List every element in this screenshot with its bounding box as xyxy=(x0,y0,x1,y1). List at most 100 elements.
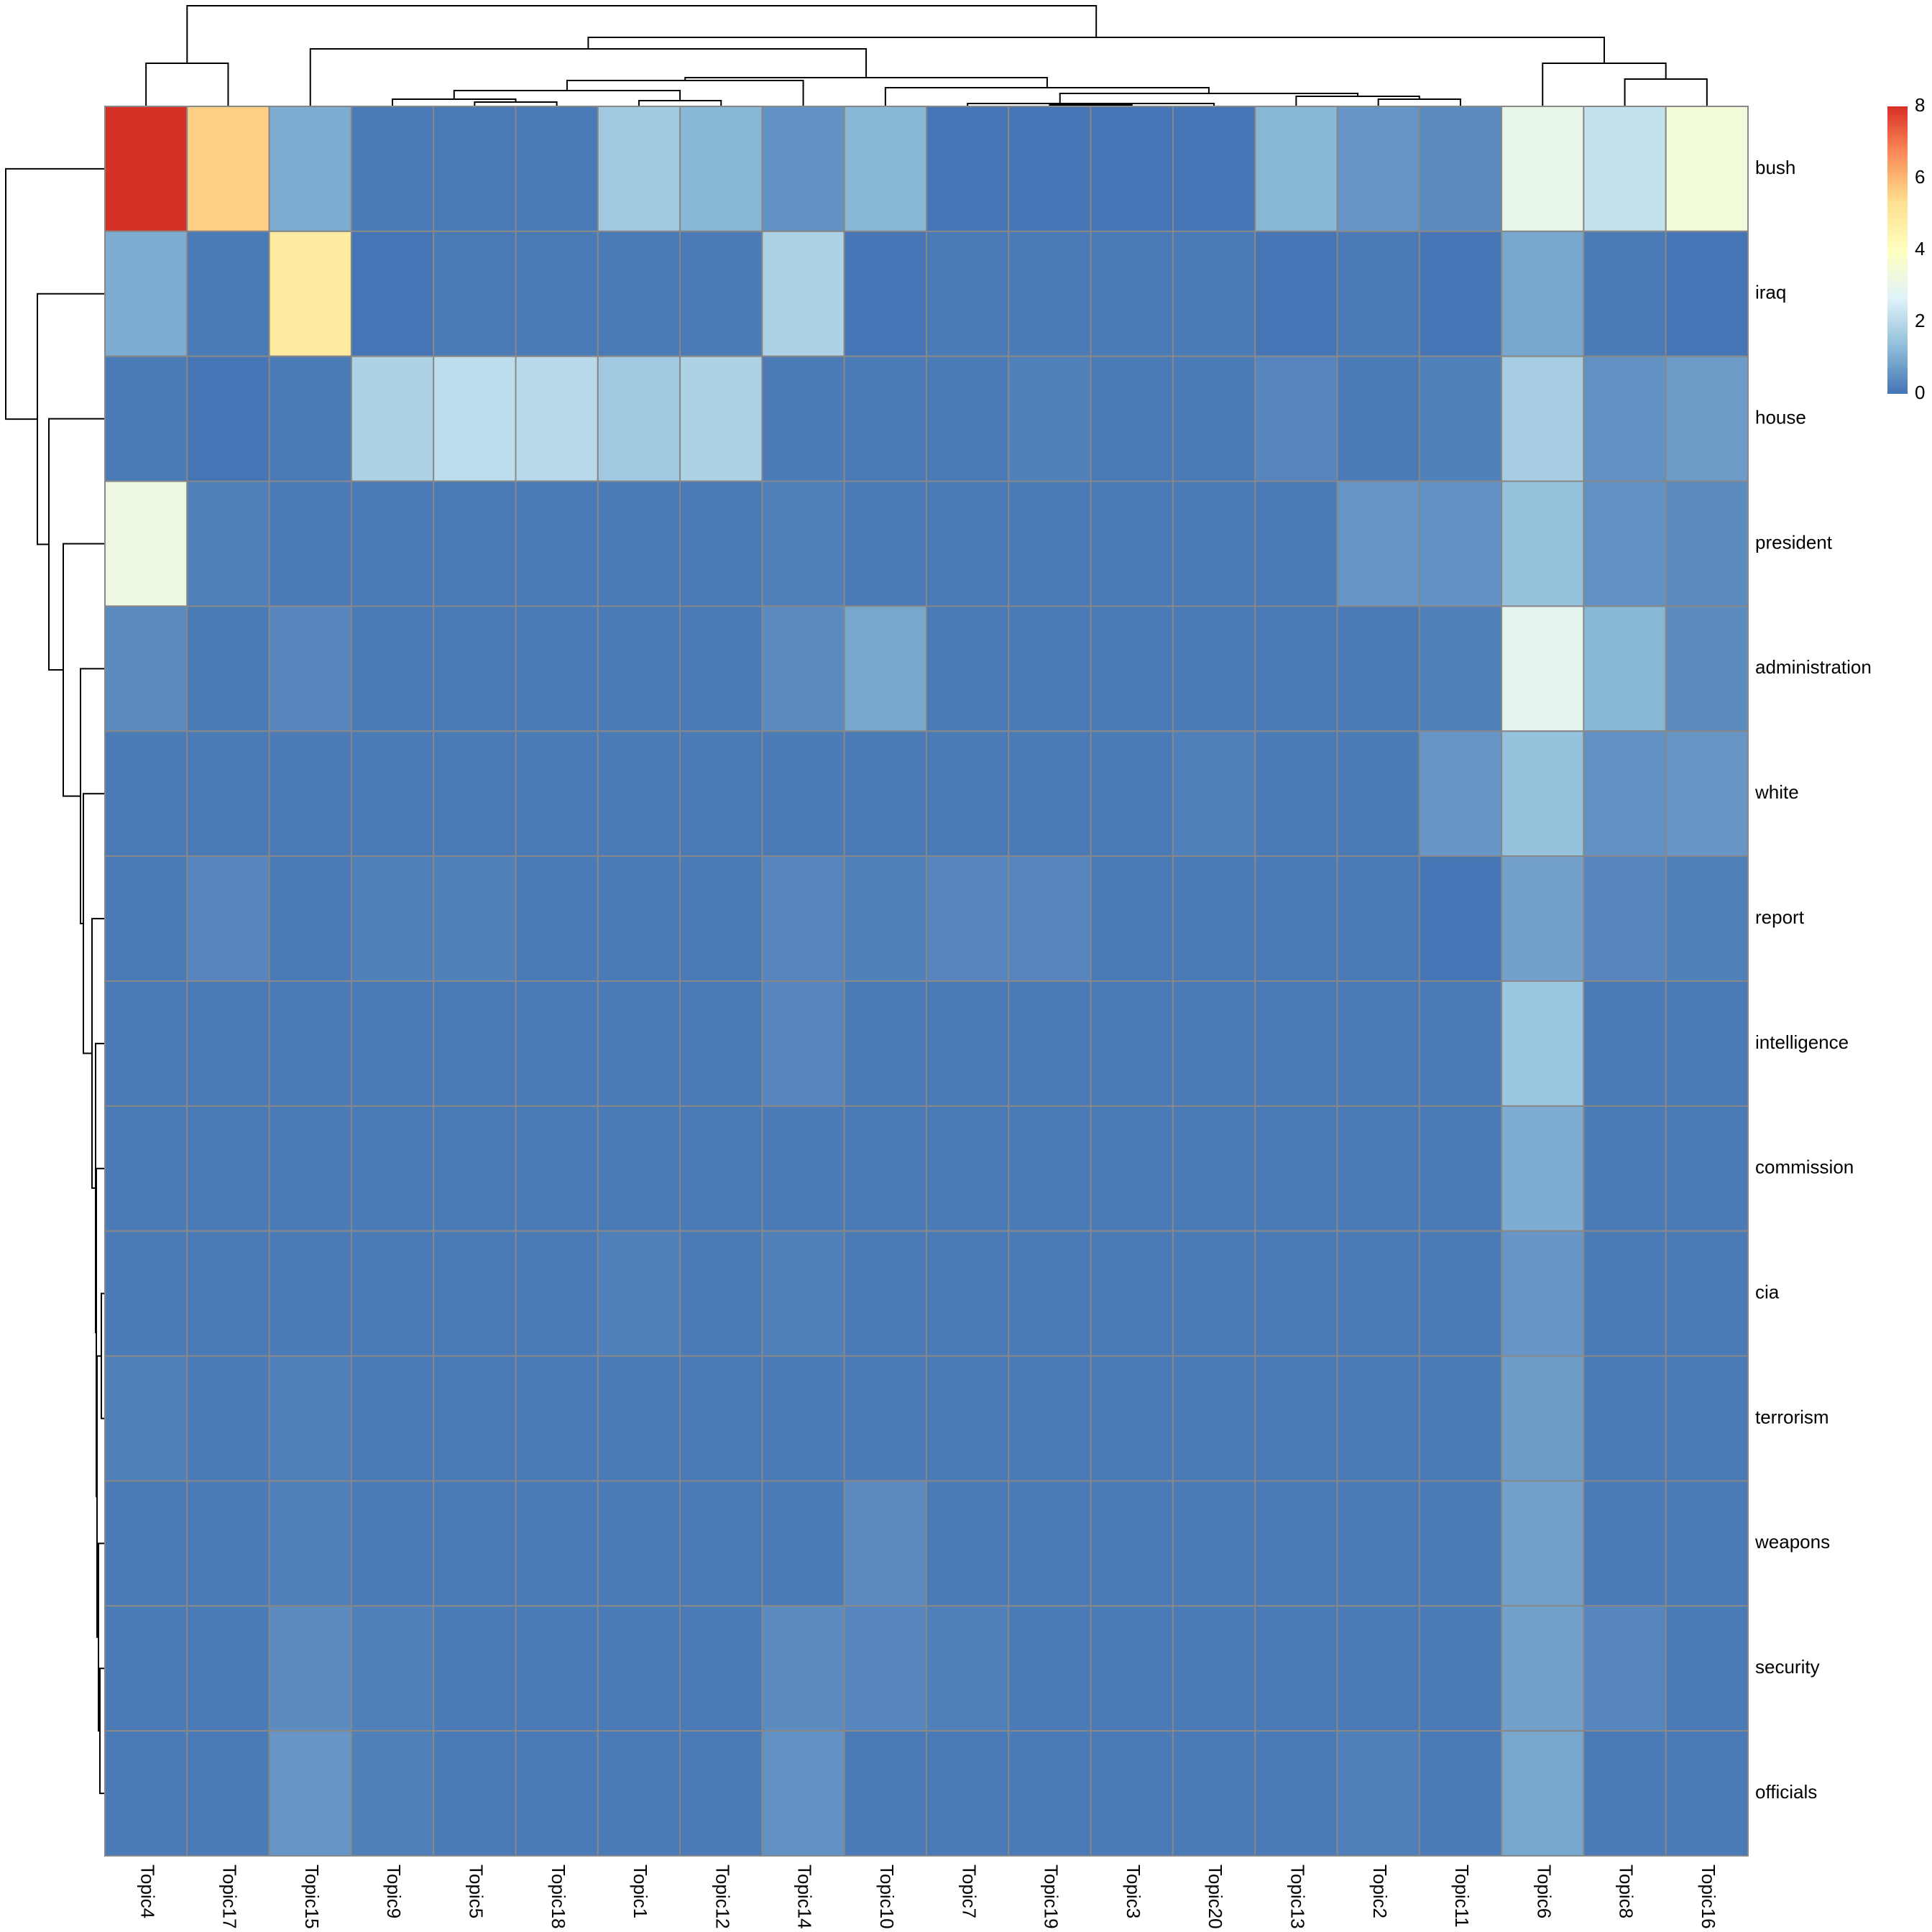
heatmap-cell xyxy=(186,980,270,1107)
heatmap-cell xyxy=(104,1605,188,1732)
heatmap-cell xyxy=(679,980,763,1107)
heatmap-cell xyxy=(1090,480,1174,607)
heatmap-cell xyxy=(433,480,517,607)
heatmap-cell xyxy=(1090,855,1174,982)
heatmap-cell xyxy=(268,1355,352,1482)
heatmap-cell xyxy=(1583,605,1667,732)
heatmap-cell xyxy=(926,1730,1010,1857)
row-label: cia xyxy=(1755,1282,1780,1303)
heatmap-cell xyxy=(1172,1605,1256,1732)
row-dendrogram xyxy=(5,167,105,1795)
heatmap-cell xyxy=(1501,855,1585,982)
heatmap-cell xyxy=(433,1730,517,1857)
heatmap-cell xyxy=(350,605,435,732)
heatmap-cell xyxy=(1254,480,1338,607)
heatmap-cell xyxy=(597,355,681,482)
heatmap-cell xyxy=(268,1605,352,1732)
heatmap-cell xyxy=(1665,980,1749,1107)
heatmap-cell xyxy=(1172,1355,1256,1482)
heatmap-cell xyxy=(268,106,352,232)
heatmap-cell xyxy=(1665,730,1749,857)
dendro-link xyxy=(1624,78,1708,106)
heatmap-cell xyxy=(1090,1230,1174,1357)
heatmap-cell xyxy=(1583,1355,1667,1482)
heatmap-cell xyxy=(1254,106,1338,232)
heatmap-cell xyxy=(1665,1230,1749,1357)
heatmap-cell xyxy=(761,1105,845,1232)
heatmap-cell xyxy=(268,855,352,982)
heatmap-cell xyxy=(679,106,763,232)
heatmap-cell xyxy=(186,106,270,232)
heatmap-cell xyxy=(433,605,517,732)
heatmap-cell xyxy=(1336,106,1420,232)
row-label: president xyxy=(1755,531,1833,553)
heatmap-cell xyxy=(1665,1480,1749,1607)
heatmap-cell xyxy=(1254,1105,1338,1232)
heatmap-cell xyxy=(1583,480,1667,607)
heatmap-cell xyxy=(1501,1355,1585,1482)
colorbar-tick-label: 2 xyxy=(1915,310,1925,331)
column-label: Topic5 xyxy=(465,1864,487,1918)
heatmap-cell xyxy=(1418,1480,1503,1607)
heatmap-cell xyxy=(1336,855,1420,982)
heatmap-cell xyxy=(1418,355,1503,482)
dendro-link xyxy=(587,37,1605,63)
heatmap-cell xyxy=(1008,106,1092,232)
heatmap-cell xyxy=(1665,1730,1749,1857)
column-label: Topic10 xyxy=(876,1864,898,1929)
heatmap-cell xyxy=(1008,980,1092,1107)
heatmap-cell xyxy=(1172,106,1256,232)
heatmap-cell xyxy=(1336,1605,1420,1732)
heatmap-cell xyxy=(433,855,517,982)
heatmap-cell xyxy=(843,1230,927,1357)
heatmap-cell xyxy=(597,1605,681,1732)
dendro-link xyxy=(566,80,804,106)
dendro-link xyxy=(684,77,1048,88)
heatmap-cell xyxy=(1090,1605,1174,1732)
heatmap-cell xyxy=(350,855,435,982)
heatmap-cell xyxy=(1008,1605,1092,1732)
colorbar-tick-label: 6 xyxy=(1915,166,1925,188)
heatmap-cell xyxy=(268,1730,352,1857)
row-label: bush xyxy=(1755,157,1795,178)
heatmap-cell xyxy=(268,1105,352,1232)
heatmap-cell xyxy=(1254,980,1338,1107)
heatmap-cell xyxy=(761,605,845,732)
heatmap-cell xyxy=(1172,1230,1256,1357)
column-label: Topic16 xyxy=(1698,1864,1719,1929)
row-label: weapons xyxy=(1754,1531,1830,1552)
heatmap-cell xyxy=(268,480,352,607)
heatmap-cell xyxy=(1336,1105,1420,1232)
dendro-link xyxy=(80,668,105,924)
row-label: intelligence xyxy=(1755,1031,1849,1053)
heatmap-cell xyxy=(1172,855,1256,982)
dendro-link xyxy=(145,63,229,106)
heatmap-cell xyxy=(104,106,188,232)
heatmap-cell xyxy=(1418,855,1503,982)
row-label: house xyxy=(1755,407,1806,428)
heatmap-cell xyxy=(350,730,435,857)
heatmap-cell xyxy=(1172,1730,1256,1857)
heatmap-cell xyxy=(1665,480,1749,607)
column-label: Topic14 xyxy=(794,1864,816,1929)
heatmap-cell xyxy=(1008,1355,1092,1482)
colorbar-tick-label: 8 xyxy=(1915,94,1925,116)
heatmap-cell xyxy=(926,605,1010,732)
heatmap-cell xyxy=(597,605,681,732)
column-label: Topic17 xyxy=(219,1864,241,1929)
heatmap-cell xyxy=(1336,230,1420,357)
column-label: Topic19 xyxy=(1041,1864,1062,1929)
heatmap-cell xyxy=(515,230,599,357)
heatmap-cell xyxy=(186,480,270,607)
heatmap-cell xyxy=(268,605,352,732)
dendro-link xyxy=(186,5,1098,63)
column-label: Topic4 xyxy=(137,1864,158,1918)
heatmap-cell xyxy=(515,355,599,482)
heatmap-cell xyxy=(679,605,763,732)
column-label: Topic18 xyxy=(548,1864,569,1929)
heatmap-cell xyxy=(515,1355,599,1482)
heatmap-cell xyxy=(1665,605,1749,732)
heatmap-cell xyxy=(104,230,188,357)
dendro-link xyxy=(638,100,722,106)
heatmap-cell xyxy=(1254,1730,1338,1857)
